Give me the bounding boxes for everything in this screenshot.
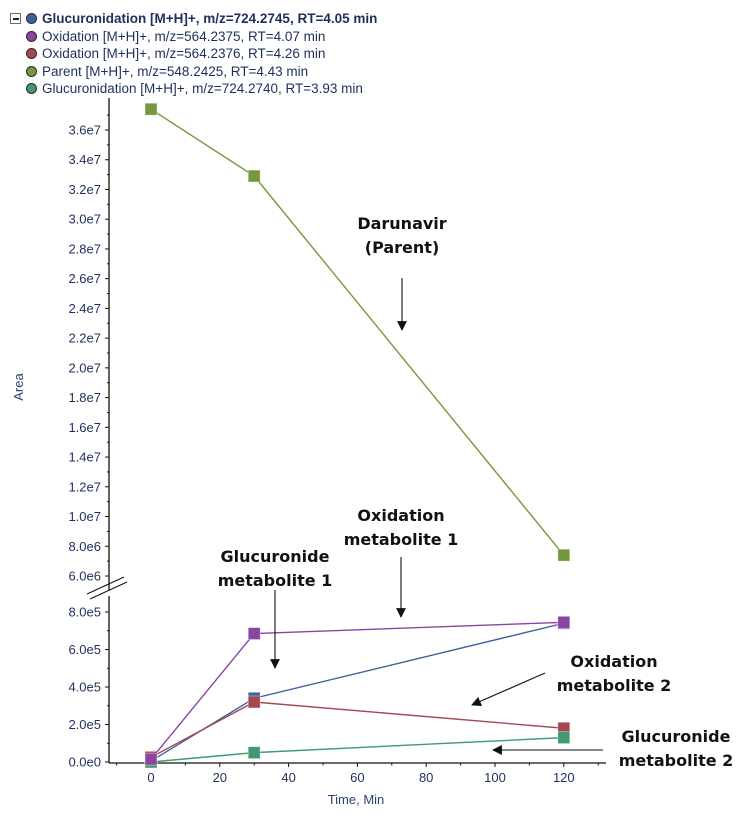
collapse-toggle-icon[interactable] [10,13,21,25]
series [144,616,571,768]
series-line [150,108,565,556]
y-tick-label: 2.0e5 [68,717,101,732]
y-tick-label: 8.0e6 [68,539,101,554]
y-tick-label: 3.2e7 [68,182,101,197]
y-tick-label: 3.0e7 [68,212,101,227]
series-line [150,701,564,758]
x-tick-label: 120 [553,770,575,785]
chart-legend: Glucuronidation [M+H]+, m/z=724.2745, RT… [10,10,377,98]
data-point-marker [247,746,261,760]
annotation-glucuronide-2: Glucuronide metabolite 2 [492,727,734,770]
data-point-marker [247,695,261,709]
legend-label: Oxidation [M+H]+, m/z=564.2376, RT=4.26 … [42,46,326,62]
series [144,695,571,764]
legend-label: Oxidation [M+H]+, m/z=564.2375, RT=4.07 … [42,28,326,44]
y-tick-label: 1.6e7 [68,420,101,435]
x-tick-label: 80 [419,770,433,785]
y-axis-title: Area [11,373,26,401]
series [144,615,571,766]
x-tick-label: 20 [213,770,227,785]
legend-color-dot-icon [26,30,37,42]
annotation-oxidation-1: Oxidation metabolite 1 [344,506,459,618]
x-tick-label: 60 [350,770,364,785]
x-tick-label: 100 [484,770,506,785]
annotation-label: metabolite 1 [218,571,333,590]
legend-color-dot-icon [26,65,37,77]
annotation-label: metabolite 2 [619,751,734,770]
axes: 6.0e6 8.0e6 1.0e7 1.2e7 1.4e7 1.6e7 1.8e7 2.0e7… [68,98,606,785]
y-tick-label: 6.0e6 [68,569,101,584]
annotation-label: metabolite 2 [557,676,672,695]
y-tick-label: 2.0e7 [68,360,101,375]
y-tick-label: 2.6e7 [68,271,101,286]
y-tick-label: 1.2e7 [68,479,101,494]
annotation-glucuronide-1: Glucuronide metabolite 1 [218,547,333,669]
legend-item[interactable]: Oxidation [M+H]+, m/z=564.2376, RT=4.26 … [10,45,377,63]
x-tick-label: 0 [147,770,154,785]
y-tick-label: 8.0e5 [68,605,101,620]
legend-item[interactable]: Glucuronidation [M+H]+, m/z=724.2745, RT… [10,10,377,28]
y-tick-label: 3.4e7 [68,152,101,167]
y-tick-label: 6.0e5 [68,642,101,657]
axis-break-mark [86,576,125,595]
y-tick-label: 2.2e7 [68,331,101,346]
x-tick-label: 40 [281,770,295,785]
legend-color-dot-icon [26,13,37,25]
y-tick-label: 0.0e0 [68,755,101,770]
y-tick-label: 1.8e7 [68,390,101,405]
y-tick-label: 1.4e7 [68,450,101,465]
axis-break-mark [89,581,128,600]
data-point-marker [557,731,571,745]
annotation-label: metabolite 1 [344,530,459,549]
series [144,102,571,562]
annotation-darunavir: Darunavir (Parent) [357,214,447,331]
data-point-marker [247,627,261,640]
legend-color-dot-icon [26,83,37,95]
legend-item[interactable]: Glucuronidation [M+H]+, m/z=724.2740, RT… [10,80,377,98]
data-point-marker [557,548,571,562]
annotation-oxidation-2: Oxidation metabolite 2 [471,652,672,706]
y-tick-label: 4.0e5 [68,680,101,695]
annotation-label: Glucuronide [221,547,330,566]
annotation-label: Oxidation [570,652,657,671]
series-layer [144,102,571,769]
annotation-label: (Parent) [365,238,440,257]
data-point-marker [557,615,571,629]
legend-label: Parent [M+H]+, m/z=548.2425, RT=4.43 min [42,63,309,79]
legend-label: Glucuronidation [M+H]+, m/z=724.2740, RT… [42,81,363,97]
arrow-icon [471,672,546,706]
annotation-label: Glucuronide [622,727,731,746]
legend-color-dot-icon [26,48,37,60]
series-line [150,621,564,760]
x-axis-title: Time, Min [328,792,385,807]
y-tick-label: 3.6e7 [68,123,101,138]
y-tick-label: 1.0e7 [68,509,101,524]
annotation-label: Oxidation [357,506,444,525]
legend-item[interactable]: Oxidation [M+H]+, m/z=564.2375, RT=4.07 … [10,28,377,46]
data-point-marker [144,102,158,116]
data-point-marker [247,169,261,183]
annotation-label: Darunavir [357,214,446,233]
y-tick-label: 2.8e7 [68,241,101,256]
legend-item[interactable]: Parent [M+H]+, m/z=548.2425, RT=4.43 min [10,63,377,81]
data-point-marker [144,752,158,766]
y-tick-label: 2.4e7 [68,301,101,316]
legend-label: Glucuronidation [M+H]+, m/z=724.2745, RT… [42,11,378,27]
